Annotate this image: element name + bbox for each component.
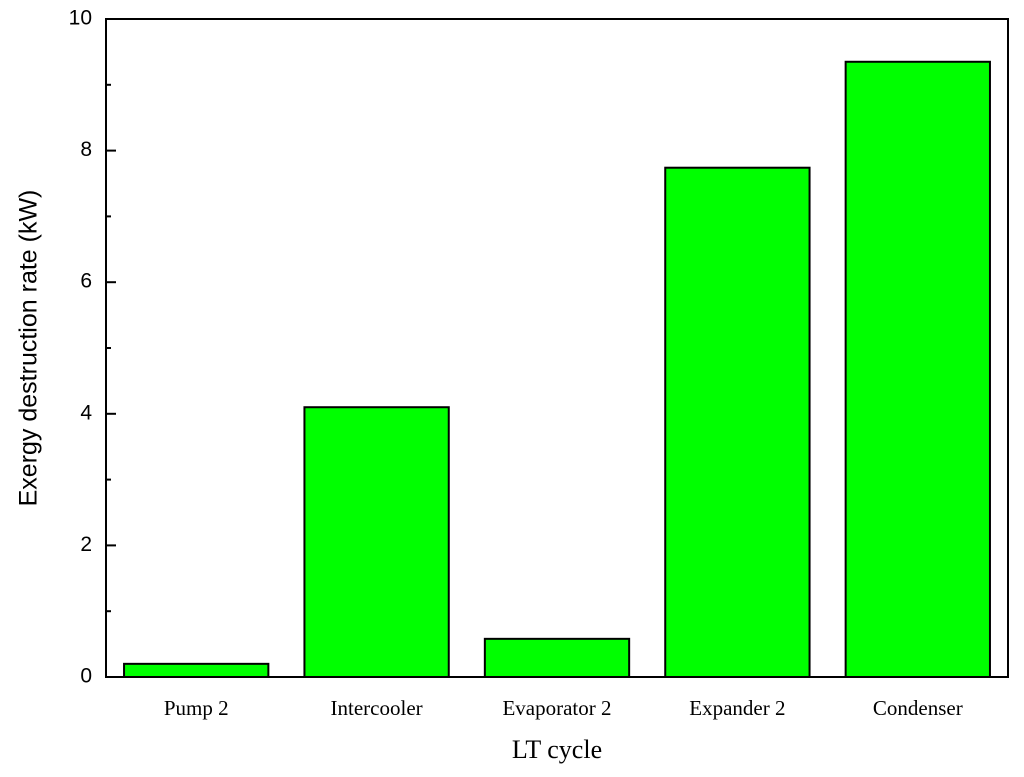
y-tick-label: 2: [80, 533, 92, 556]
x-tick-label: Evaporator 2: [502, 696, 611, 720]
x-tick-label: Intercooler: [331, 696, 423, 720]
y-tick-label: 6: [80, 270, 92, 293]
y-tick-label: 10: [69, 7, 92, 30]
y-tick-label: 0: [80, 665, 92, 688]
y-axis-label: Exergy destruction rate (kW): [15, 190, 43, 507]
y-tick-label: 8: [80, 138, 92, 161]
bar: [483, 637, 631, 678]
y-tick-label: 4: [80, 401, 92, 424]
bar: [844, 60, 991, 678]
x-axis-label: LT cycle: [512, 735, 602, 764]
x-tick-label: Expander 2: [689, 696, 785, 720]
x-tick-label: Condenser: [873, 696, 963, 720]
x-tick-label: Pump 2: [164, 696, 229, 720]
bar: [303, 406, 450, 678]
bar: [664, 166, 811, 678]
bar: [123, 662, 270, 679]
